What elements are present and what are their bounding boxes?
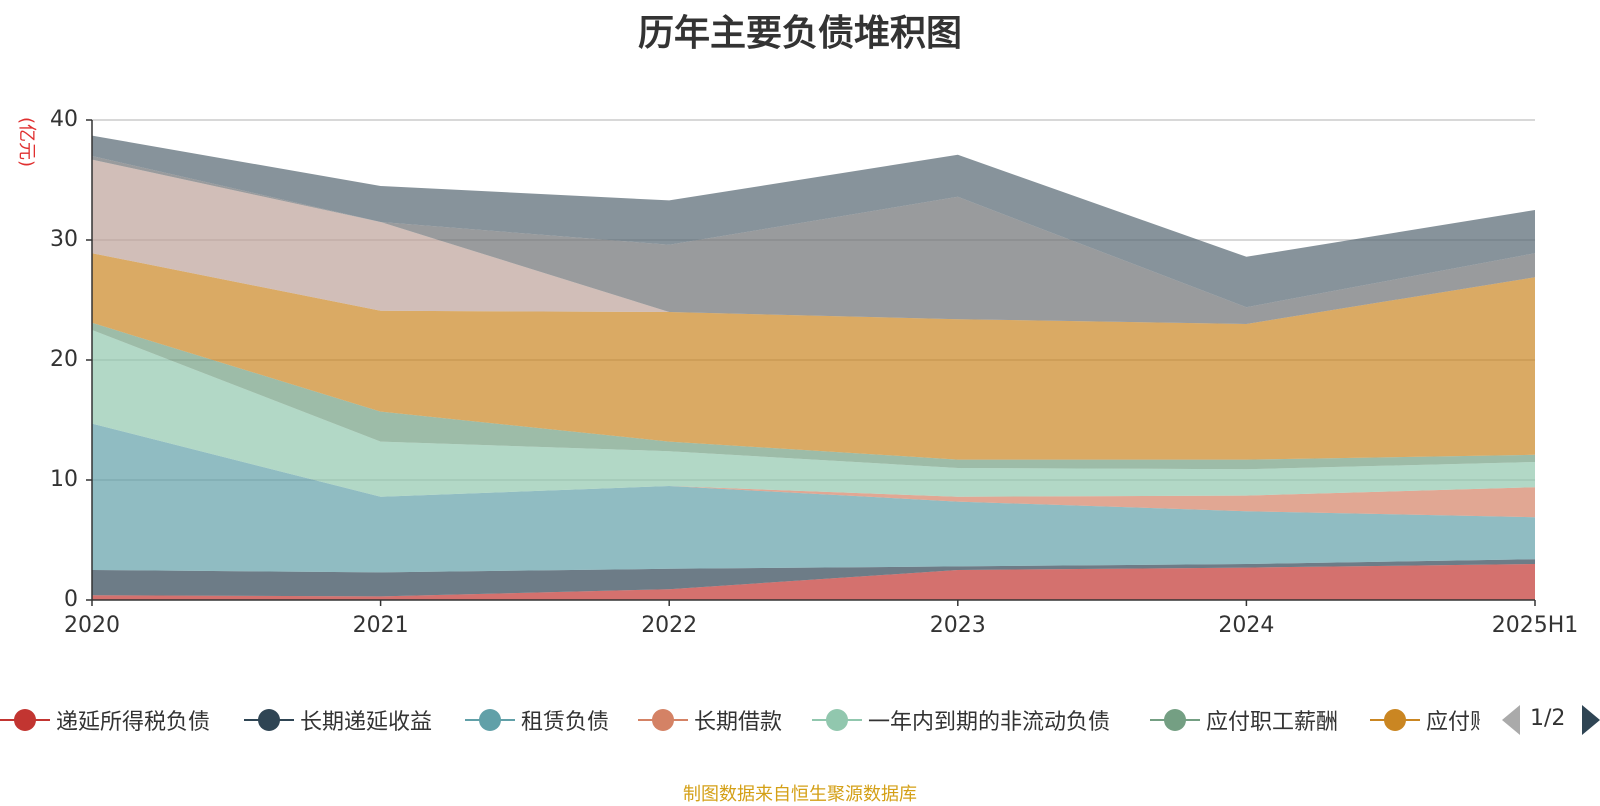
legend-dot xyxy=(826,709,848,731)
legend-marker-icon xyxy=(812,700,862,740)
legend-pager: 1/2 xyxy=(1500,700,1600,740)
area-series[interactable]: 一年内到期的非流动负债 xyxy=(92,330,1535,497)
x-tick-label: 2023 xyxy=(930,613,986,638)
y-tick-label: 0 xyxy=(64,587,78,612)
legend-item[interactable]: 租赁负债 xyxy=(465,700,609,740)
area-series[interactable]: 租赁负债 xyxy=(92,423,1535,573)
y-tick-label: 10 xyxy=(50,467,78,492)
legend-dot xyxy=(258,709,280,731)
source-note: 制图数据来自恒生聚源数据库 xyxy=(683,784,917,805)
legend-items: 递延所得税负债 长期递延收益 租赁负债 长期借款 xyxy=(0,700,1480,740)
legend-page-indicator: 1/2 xyxy=(1530,706,1566,731)
legend-dot xyxy=(1164,709,1186,731)
chart-title: 历年主要负债堆积图 xyxy=(637,13,962,54)
legend-item[interactable]: 递延所得税负债 xyxy=(0,700,210,740)
legend-next-page-icon[interactable] xyxy=(1582,705,1600,735)
axis-layer: 0 10 20 30 40 2020 2021 2022 2023 2024 2025H1 xyxy=(50,107,1578,638)
x-tick-label: 2022 xyxy=(641,613,697,638)
legend-label: 应付职工薪酬 xyxy=(1206,710,1339,735)
legend-label: 长期借款 xyxy=(694,710,783,735)
legend-label: 递延所得税负债 xyxy=(56,710,211,735)
area-series[interactable]: 合同负债 xyxy=(92,159,1535,324)
legend-item[interactable]: 应付账款 xyxy=(1370,700,1480,740)
legend-marker-icon xyxy=(465,700,515,740)
legend-item[interactable]: 长期递延收益 xyxy=(244,700,432,740)
area-series[interactable]: 短期借款 xyxy=(92,135,1535,308)
area-series[interactable]: 递延所得税负债 xyxy=(92,564,1535,600)
area-series[interactable]: 长期借款 xyxy=(92,423,1535,518)
area-series[interactable]: 应付账款 xyxy=(92,253,1535,460)
y-tick-label: 40 xyxy=(50,107,78,132)
legend-prev-page-icon[interactable] xyxy=(1502,705,1520,735)
legend-item[interactable]: 长期借款 xyxy=(638,700,782,740)
legend-label: 一年内到期的非流动负债 xyxy=(868,710,1111,735)
legend-label: 长期递延收益 xyxy=(300,710,433,735)
area-series[interactable]: 其他应付款 xyxy=(92,156,1535,324)
legend-dot xyxy=(1384,709,1406,731)
y-tick-label: 30 xyxy=(50,227,78,252)
legend-dot xyxy=(652,709,674,731)
legend-marker-icon xyxy=(638,700,688,740)
y-axis-label: (亿元) xyxy=(16,117,37,167)
area-series[interactable]: 长期递延收益 xyxy=(92,559,1535,597)
legend-label: 应付账款 xyxy=(1426,710,1480,735)
x-tick-label: 2021 xyxy=(353,613,409,638)
legend-item[interactable]: 一年内到期的非流动负债 xyxy=(812,700,1110,740)
legend-marker-icon xyxy=(1150,700,1200,740)
area-layer: 递延所得税负债长期递延收益租赁负债长期借款一年内到期的非流动负债应付职工薪酬应付… xyxy=(92,135,1535,600)
legend-label: 租赁负债 xyxy=(521,710,610,735)
legend-marker-icon xyxy=(244,700,294,740)
legend-marker-icon xyxy=(1370,700,1420,740)
legend-dot xyxy=(479,709,501,731)
chart-canvas: 递延所得税负债长期递延收益租赁负债长期借款一年内到期的非流动负债应付职工薪酬应付… xyxy=(16,107,1578,638)
legend-dot xyxy=(14,709,36,731)
area-series[interactable]: 应付职工薪酬 xyxy=(92,322,1535,470)
legend: 递延所得税负债 长期递延收益 租赁负债 长期借款 xyxy=(0,700,1600,740)
x-tick-label: 2024 xyxy=(1218,613,1274,638)
legend-item[interactable]: 应付职工薪酬 xyxy=(1150,700,1338,740)
x-tick-label: 2025H1 xyxy=(1492,613,1579,638)
legend-marker-icon xyxy=(0,700,50,740)
x-tick-label: 2020 xyxy=(64,613,120,638)
y-tick-label: 20 xyxy=(50,347,78,372)
